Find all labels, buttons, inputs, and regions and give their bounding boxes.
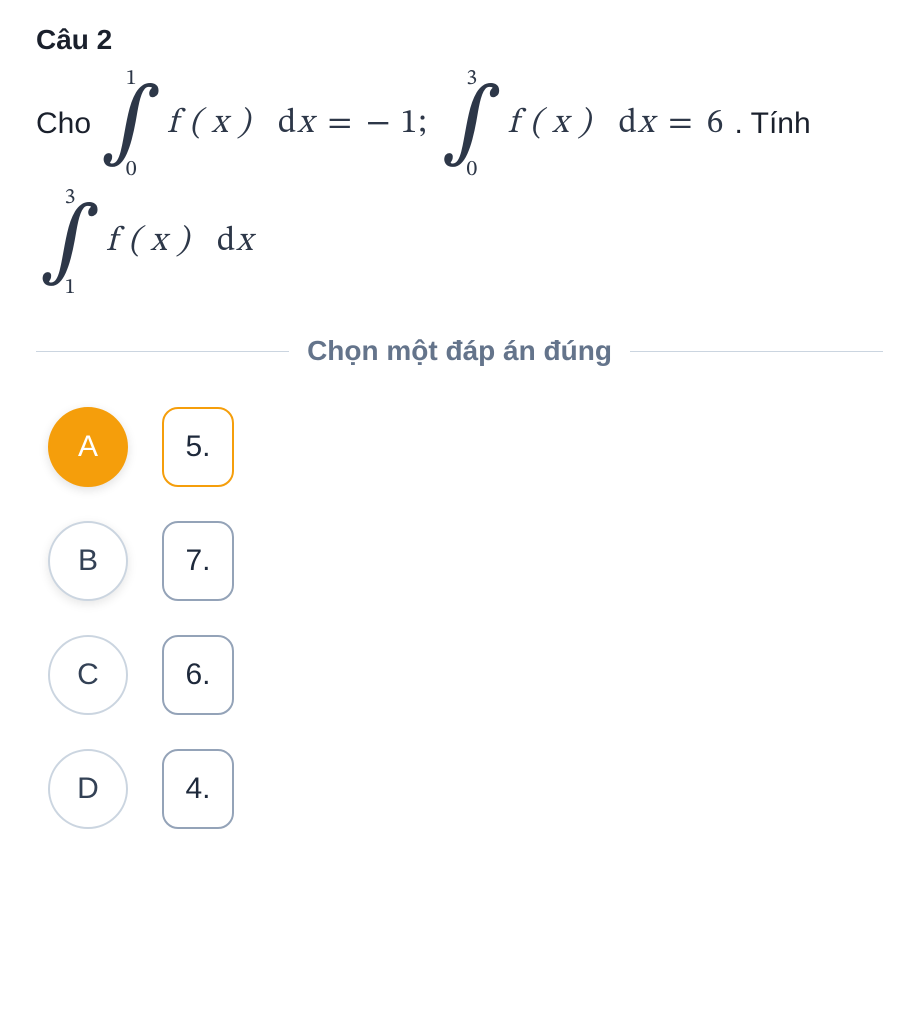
integral-symbol: ∫ xyxy=(40,209,100,278)
option-d-letter[interactable]: D xyxy=(48,749,128,829)
question-title: Câu 2 xyxy=(36,24,883,56)
option-d-value[interactable]: 4. xyxy=(162,749,234,829)
answer-options: A 5. B 7. C 6. D 4. xyxy=(36,407,883,829)
integral-3: 3 ∫ 1 f ( x ) dx xyxy=(40,187,253,300)
sep: ; xyxy=(418,107,427,141)
integral-2-lower: 0 xyxy=(466,159,477,181)
option-d[interactable]: D 4. xyxy=(48,749,883,829)
diff-3-var: x xyxy=(236,225,253,259)
option-c[interactable]: C 6. xyxy=(48,635,883,715)
integrand-1: f ( x ) xyxy=(167,107,251,141)
integral-symbol: ∫ xyxy=(101,90,161,159)
integral-1: 1 ∫ 0 f ( x ) dx = − 1; xyxy=(101,68,428,181)
lead-text: Cho xyxy=(36,103,91,145)
diff-2-d: d xyxy=(619,107,638,141)
integral-2-body: f ( x ) dx = 6 xyxy=(508,101,725,149)
integral-1-sign: 1 ∫ 0 xyxy=(101,68,161,181)
instruction-divider: Chọn một đáp án đúng xyxy=(36,335,883,367)
diff-1-var: x xyxy=(297,107,314,141)
divider-line-right xyxy=(630,351,883,352)
integral-3-lower: 1 xyxy=(65,277,76,299)
option-b[interactable]: B 7. xyxy=(48,521,883,601)
statement-line-2: 3 ∫ 1 f ( x ) dx xyxy=(36,187,883,300)
integral-1-lower: 0 xyxy=(126,159,137,181)
integral-symbol: ∫ xyxy=(442,90,502,159)
diff-1-d: d xyxy=(278,107,297,141)
divider-line-left xyxy=(36,351,289,352)
rhs-2: 6 xyxy=(707,107,725,141)
integral-2-sign: 3 ∫ 0 xyxy=(442,68,502,181)
option-c-letter[interactable]: C xyxy=(48,635,128,715)
rhs-1: − 1 xyxy=(366,107,418,141)
integral-1-body: f ( x ) dx = − 1; xyxy=(167,101,427,149)
option-c-value[interactable]: 6. xyxy=(162,635,234,715)
integrand-3: f ( x ) xyxy=(106,225,190,259)
diff-3-d: d xyxy=(217,225,236,259)
equals-1: = xyxy=(328,107,353,141)
option-b-letter[interactable]: B xyxy=(48,521,128,601)
option-a-value[interactable]: 5. xyxy=(162,407,234,487)
diff-2-var: x xyxy=(638,107,655,141)
equals-2: = xyxy=(668,107,693,141)
option-a[interactable]: A 5. xyxy=(48,407,883,487)
integral-2: 3 ∫ 0 f ( x ) dx = 6 xyxy=(442,68,725,181)
integral-3-body: f ( x ) dx xyxy=(106,219,253,267)
trail-text: . Tính xyxy=(734,103,810,145)
question-statement: Cho 1 ∫ 0 f ( x ) dx = − 1; 3 ∫ 0 f ( x … xyxy=(36,68,883,299)
option-a-letter[interactable]: A xyxy=(48,407,128,487)
option-b-value[interactable]: 7. xyxy=(162,521,234,601)
integral-3-sign: 3 ∫ 1 xyxy=(40,187,100,300)
instruction-text: Chọn một đáp án đúng xyxy=(307,335,612,367)
integrand-2: f ( x ) xyxy=(508,107,592,141)
statement-line-1: Cho 1 ∫ 0 f ( x ) dx = − 1; 3 ∫ 0 f ( x … xyxy=(36,68,883,181)
